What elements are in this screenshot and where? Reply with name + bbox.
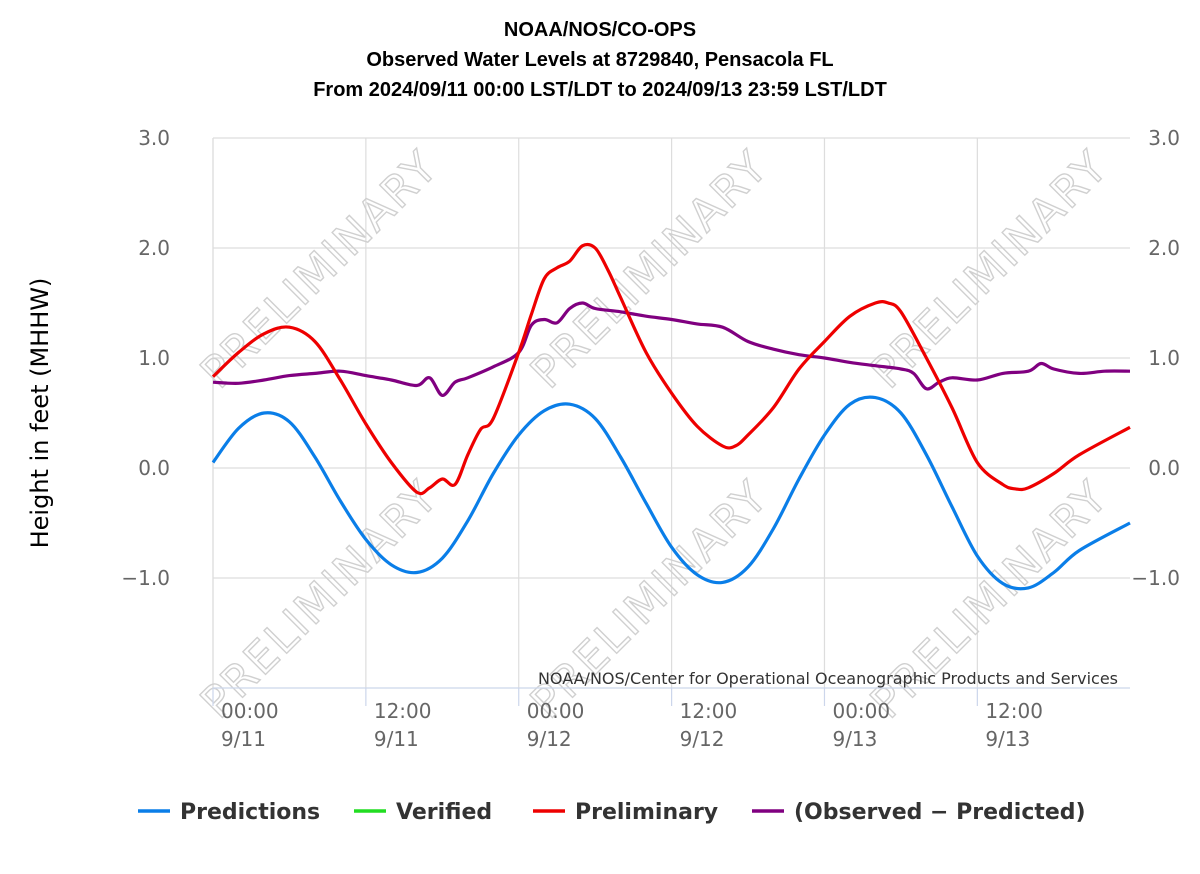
x-tick-label: 00:00 [832, 699, 890, 723]
y-tick-label-left: 2.0 [138, 236, 170, 260]
x-tick-date: 9/12 [527, 727, 572, 751]
grid [212, 137, 1130, 688]
credit-text: NOAA/NOS/Center for Operational Oceanogr… [538, 669, 1118, 688]
legend-item-predictions[interactable]: Predictions [138, 800, 320, 825]
title-line-3: From 2024/09/11 00:00 LST/LDT to 2024/09… [313, 79, 887, 101]
series-line-preliminary [211, 242, 1131, 496]
title-line-1: NOAA/NOS/CO-OPS [504, 19, 696, 41]
legend-item-verified[interactable]: Verified [354, 800, 492, 825]
y-tick-label-right: −1.0 [1131, 566, 1180, 590]
y-tick-label-right: 0.0 [1148, 456, 1180, 480]
x-tick-date: 9/12 [680, 727, 725, 751]
y-tick-label-left: 0.0 [138, 456, 170, 480]
x-tick-label: 12:00 [374, 699, 432, 723]
title-line-2: Observed Water Levels at 8729840, Pensac… [366, 49, 833, 71]
x-tick-date: 9/11 [221, 727, 266, 751]
y-tick-label-right: 3.0 [1148, 126, 1180, 150]
legend-item-observed-predicted[interactable]: (Observed − Predicted) [752, 800, 1086, 825]
y-tick-label-left: −1.0 [121, 566, 170, 590]
x-tick-date: 9/13 [832, 727, 877, 751]
x-tick-date: 9/11 [374, 727, 419, 751]
x-tick-label: 12:00 [680, 699, 738, 723]
series-layer [211, 242, 1131, 591]
legend-label: Predictions [180, 800, 320, 825]
y-tick-label-left: 1.0 [138, 346, 170, 370]
legend-label: Verified [396, 800, 492, 825]
x-tick-label: 00:00 [527, 699, 585, 723]
series-line-predictions [211, 395, 1131, 591]
legend-item-preliminary[interactable]: Preliminary [533, 800, 718, 825]
y-tick-label-right: 2.0 [1148, 236, 1180, 260]
legend-label: Preliminary [575, 800, 718, 825]
x-tick-label: 12:00 [985, 699, 1043, 723]
legend-label: (Observed − Predicted) [794, 800, 1086, 825]
legend: Predictions Verified Preliminary (Observed … [138, 800, 1086, 825]
x-tick-date: 9/13 [985, 727, 1030, 751]
axes: 00:00 9/11 12:00 9/11 00:00 9/12 12:00 9/12 00:0… [121, 126, 1180, 751]
y-axis-label: Height in feet (MHHW) [26, 278, 54, 549]
x-tick-label: 00:00 [221, 699, 279, 723]
y-tick-label-right: 1.0 [1148, 346, 1180, 370]
chart-title: NOAA/NOS/CO-OPS Observed Water Levels at… [313, 19, 887, 101]
series-line-observed-predicted [212, 301, 1131, 397]
y-tick-label-left: 3.0 [138, 126, 170, 150]
